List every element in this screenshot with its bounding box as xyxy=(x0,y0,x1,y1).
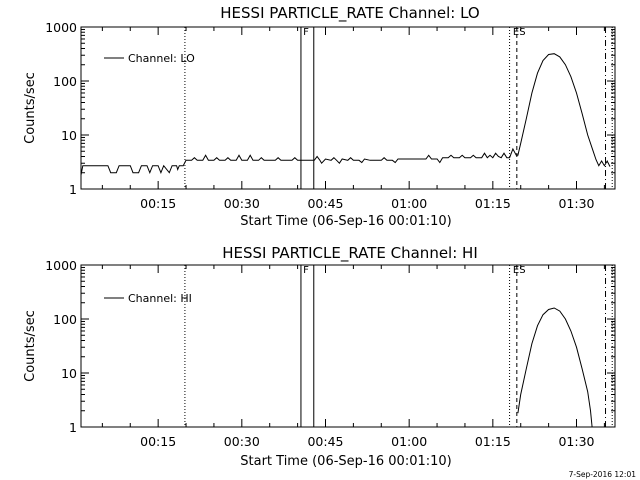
x-tick-label: 00:45 xyxy=(307,434,343,449)
plot-frame xyxy=(80,26,616,190)
series-group xyxy=(517,307,593,428)
timestamp-footer: 7-Sep-2016 12:01 xyxy=(569,470,637,479)
hi-channel-panel: HESSI PARTICLE_RATE Channel: HI F ES 00:1… xyxy=(23,244,616,469)
x-tick-label: 01:00 xyxy=(391,196,427,211)
x-axis-label: Start Time (06-Sep-16 00:01:10) xyxy=(240,454,451,469)
legend-label: Channel: LO xyxy=(128,52,195,65)
y-tick-label: 1 xyxy=(69,420,77,435)
x-tick-label: 00:15 xyxy=(140,196,176,211)
y-tick-label: 1000 xyxy=(45,20,77,35)
flag-markers: F ES xyxy=(184,265,613,427)
legend-label: Channel: HI xyxy=(128,292,192,305)
y-tick-label: 10 xyxy=(61,128,77,143)
y-axis-ticks: 1 10 100 1000 xyxy=(45,258,615,435)
series-group xyxy=(80,53,611,176)
x-tick-label: 01:15 xyxy=(475,434,511,449)
y-tick-label: 10 xyxy=(61,366,77,381)
x-axis-ticks: 00:15 00:30 00:45 01:00 01:15 01:30 xyxy=(101,27,605,211)
chart-title: HESSI PARTICLE_RATE Channel: LO xyxy=(220,4,479,23)
plot-frame xyxy=(80,264,616,428)
x-tick-label: 00:45 xyxy=(307,196,343,211)
y-axis-label: Counts/sec xyxy=(23,310,38,382)
flag-label: F xyxy=(303,27,309,38)
flag-label: F xyxy=(303,265,309,276)
x-tick-label: 01:30 xyxy=(558,434,594,449)
x-axis-label: Start Time (06-Sep-16 00:01:10) xyxy=(240,214,451,229)
y-axis-label: Counts/sec xyxy=(23,72,38,144)
x-tick-label: 01:00 xyxy=(391,434,427,449)
x-axis-ticks: 00:15 00:30 00:45 01:00 01:15 01:30 xyxy=(101,265,605,449)
flag-markers: F ES xyxy=(184,27,613,189)
lo-channel-panel: HESSI PARTICLE_RATE Channel: LO F ES 00:1… xyxy=(23,4,616,229)
x-tick-label: 00:15 xyxy=(140,434,176,449)
y-tick-label: 100 xyxy=(53,74,77,89)
y-tick-label: 1 xyxy=(69,182,77,197)
flag-label: ES xyxy=(513,265,526,276)
chart-title: HESSI PARTICLE_RATE Channel: HI xyxy=(222,244,478,263)
series-line xyxy=(517,307,593,428)
x-tick-label: 01:30 xyxy=(558,196,594,211)
y-tick-label: 1000 xyxy=(45,258,77,273)
x-tick-label: 00:30 xyxy=(224,196,260,211)
y-tick-label: 100 xyxy=(53,312,77,327)
x-tick-label: 01:15 xyxy=(475,196,511,211)
y-axis-ticks: 1 10 100 1000 xyxy=(45,20,615,197)
series-line xyxy=(80,53,611,176)
flag-label: ES xyxy=(513,27,526,38)
x-tick-label: 00:30 xyxy=(224,434,260,449)
